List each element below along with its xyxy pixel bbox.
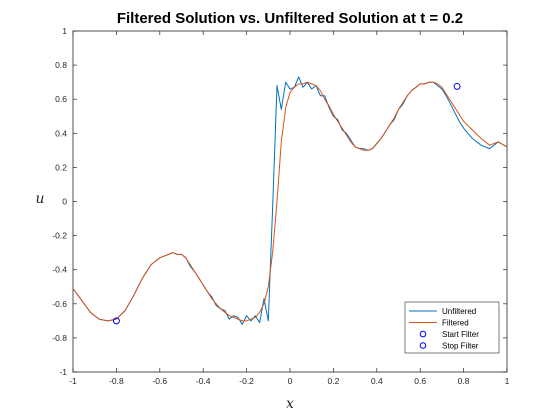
- x-tick-label: -1: [69, 376, 77, 386]
- y-tick-label: 1: [62, 26, 67, 36]
- x-tick-label: 0.4: [371, 376, 383, 386]
- legend-swatch-stop-filter: [419, 342, 427, 349]
- legend-label-filtered: Filtered: [442, 319, 469, 328]
- x-axis-label: x: [286, 396, 294, 412]
- y-tick-label: -0.8: [52, 333, 67, 343]
- y-tick-label: -0.4: [52, 265, 67, 275]
- legend-label-start-filter: Start Filter: [442, 330, 479, 339]
- series-layer: [72, 76, 508, 325]
- y-tick-label: 0.8: [55, 60, 67, 70]
- legend: Unfiltered Filtered Start Filter Stop Filte…: [404, 301, 500, 354]
- legend-label-unfiltered: Unfiltered: [442, 307, 476, 316]
- y-tick-label: -0.2: [52, 231, 67, 241]
- start-filter-marker: [112, 317, 120, 325]
- x-tick-label: -0.8: [109, 376, 124, 386]
- y-axis-label: u: [35, 191, 44, 207]
- x-tick-label: -0.4: [196, 376, 211, 386]
- legend-label-stop-filter: Stop Filter: [442, 342, 479, 351]
- legend-swatch-start-filter: [419, 330, 427, 338]
- y-tick-label: 0: [62, 197, 67, 207]
- filtered-series-line: [72, 81, 508, 322]
- x-tick-label: 0.2: [327, 376, 339, 386]
- chart-title: Filtered Solution vs. Unfiltered Solutio…: [117, 10, 463, 27]
- y-tick-label: 0.2: [55, 162, 67, 172]
- x-tick-label: 0: [288, 376, 293, 386]
- x-tick-label: -0.6: [152, 376, 167, 386]
- y-tick-label: 0.4: [55, 128, 67, 138]
- x-tick-label: 1: [505, 376, 510, 386]
- x-tick-label: 0.8: [458, 376, 470, 386]
- y-tick-label: -0.6: [52, 299, 67, 309]
- axis-ticks: -1 -0.8 -0.6 -0.4 -0.2 0 0.2 0.4 0.6 0.8 1 -1 -0.8 -0…: [52, 26, 509, 386]
- y-tick-label: 0.6: [55, 94, 67, 104]
- stop-filter-marker: [453, 82, 461, 90]
- x-tick-label: -0.2: [239, 376, 254, 386]
- x-tick-label: 0.6: [414, 376, 426, 386]
- y-tick-label: -1: [59, 367, 67, 377]
